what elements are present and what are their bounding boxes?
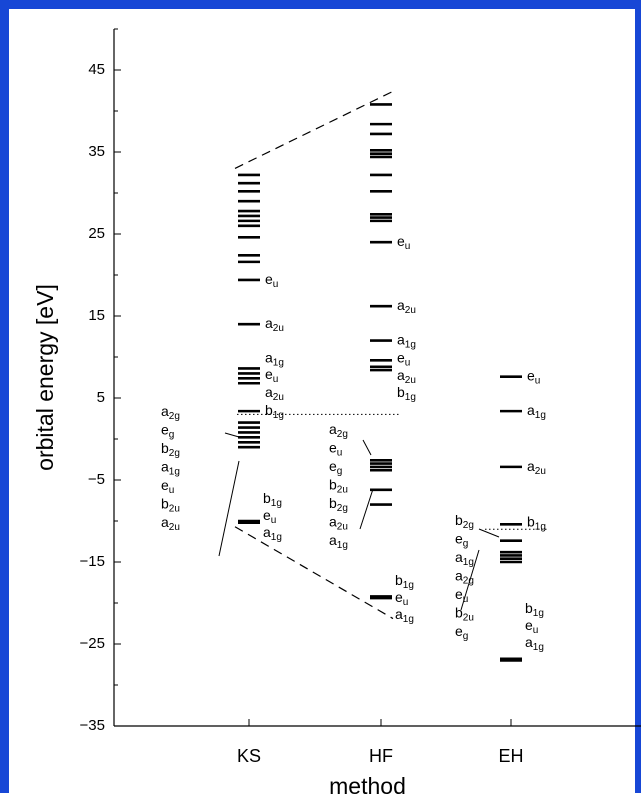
core-label-hf: a1g bbox=[395, 606, 414, 625]
symmetry-label-eh: a1g bbox=[527, 402, 546, 421]
core-label-eh: a1g bbox=[525, 634, 544, 653]
occupied-label-hf: a2g bbox=[329, 421, 348, 440]
symmetry-label-hf: a2u bbox=[397, 367, 416, 386]
occupied-label-ks: eu bbox=[161, 477, 174, 496]
occupied-label-hf: eu bbox=[329, 439, 342, 458]
occupied-label-eh: eg bbox=[455, 623, 468, 642]
symmetry-label-eh: a2u bbox=[527, 458, 546, 477]
core-label-hf: eu bbox=[395, 589, 408, 608]
symmetry-label-ks: b1g bbox=[265, 402, 284, 421]
occupied-label-eh: eg bbox=[455, 530, 468, 549]
symmetry-label-eh: b1g bbox=[527, 513, 546, 532]
leader-line-ks-top bbox=[224, 432, 240, 438]
y-tick-label: −5 bbox=[88, 471, 105, 488]
symmetry-label-hf: eu bbox=[397, 233, 410, 252]
symmetry-label-hf: b1g bbox=[397, 384, 416, 403]
occupied-label-eh: b2g bbox=[455, 512, 474, 531]
y-tick-label: 15 bbox=[88, 307, 105, 324]
y-axis-title: orbital energy [eV] bbox=[32, 284, 58, 471]
plot-area: −35 −25 −15 −5 5 15 25 35 45 KS HF EH orbital energy… bbox=[32, 28, 641, 799]
symmetry-label-ks: a2u bbox=[265, 315, 284, 334]
y-tick-label: −15 bbox=[80, 553, 105, 570]
x-tick-label-eh: EH bbox=[498, 746, 523, 766]
x-tick-label-ks: KS bbox=[237, 746, 261, 766]
y-tick-label: 5 bbox=[97, 389, 105, 406]
occupied-label-ks: a2g bbox=[161, 403, 180, 422]
symmetry-label-hf: a2u bbox=[397, 297, 416, 316]
occupied-label-hf: a2u bbox=[329, 513, 348, 532]
core-label-ks: a1g bbox=[263, 524, 282, 543]
orbital-energy-chart: −35 −25 −15 −5 5 15 25 35 45 KS HF EH orbital energy… bbox=[32, 28, 641, 799]
occupied-label-ks: a2u bbox=[161, 514, 180, 533]
leader-line-hf-top bbox=[362, 439, 372, 456]
y-tick-label: 35 bbox=[88, 143, 105, 160]
symmetry-label-ks: eu bbox=[265, 366, 278, 385]
y-tick-label: −25 bbox=[80, 635, 105, 652]
occupied-label-ks: eg bbox=[161, 421, 174, 440]
occupied-label-hf: b2g bbox=[329, 495, 348, 514]
leader-line-ks bbox=[218, 460, 240, 557]
core-label-hf: b1g bbox=[395, 572, 414, 591]
core-label-ks: eu bbox=[263, 507, 276, 526]
occupied-label-eh: a2g bbox=[455, 567, 474, 586]
x-axis-title: method bbox=[329, 773, 406, 799]
occupied-label-hf: a1g bbox=[329, 532, 348, 551]
symmetry-label-ks: a1g bbox=[265, 349, 284, 368]
occupied-label-ks: b2g bbox=[161, 440, 180, 459]
occupied-label-eh: b2u bbox=[455, 604, 474, 623]
y-tick-label: 25 bbox=[88, 225, 105, 242]
envelope-bottom-line bbox=[234, 526, 394, 620]
y-tick-label: 45 bbox=[88, 61, 105, 78]
leader-line-eh bbox=[460, 549, 480, 611]
symmetry-label-hf: a1g bbox=[397, 331, 416, 350]
symmetry-label-hf: eu bbox=[397, 349, 410, 368]
envelope-top-line bbox=[234, 90, 394, 169]
x-tick-label-hf: HF bbox=[369, 746, 393, 766]
occupied-label-eh: a1g bbox=[455, 549, 474, 568]
occupied-label-ks: b2u bbox=[161, 495, 180, 514]
core-label-eh: eu bbox=[525, 617, 538, 636]
occupied-label-hf: b2u bbox=[329, 476, 348, 495]
symmetry-label-ks: a2u bbox=[265, 384, 284, 403]
symmetry-label-eh: eu bbox=[527, 367, 540, 386]
symmetry-label-ks: eu bbox=[265, 271, 278, 290]
leader-line-eh-top bbox=[478, 528, 500, 538]
occupied-label-eh: eu bbox=[455, 586, 468, 605]
occupied-label-ks: a1g bbox=[161, 458, 180, 477]
core-label-eh: b1g bbox=[525, 600, 544, 619]
core-label-ks: b1g bbox=[263, 490, 282, 509]
y-tick-label: −35 bbox=[80, 717, 105, 734]
leader-line-hf bbox=[359, 488, 374, 530]
occupied-label-hf: eg bbox=[329, 458, 342, 477]
